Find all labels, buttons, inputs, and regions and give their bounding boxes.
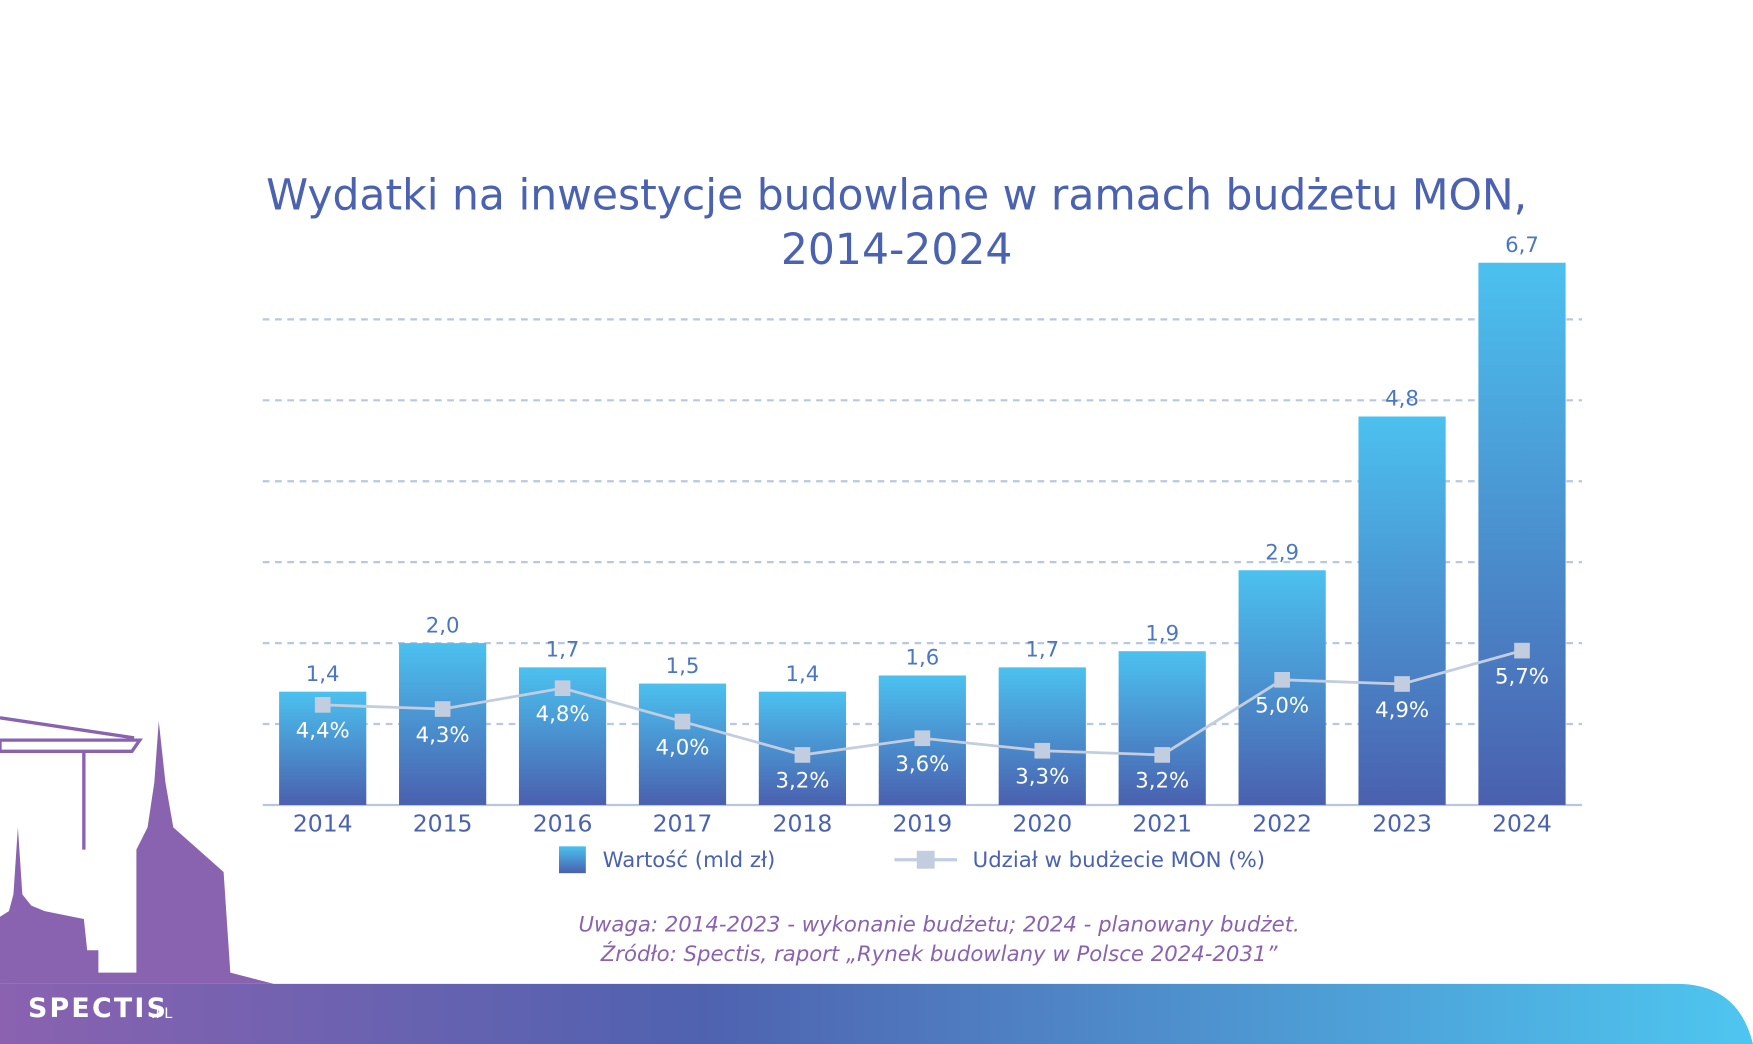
- bar-value-label: 1,6: [905, 646, 939, 671]
- line-marker: [914, 730, 931, 747]
- bar: [998, 667, 1086, 805]
- bar-value-label: 1,4: [786, 662, 820, 687]
- line-value-label: 3,2%: [1135, 769, 1189, 794]
- line-value-label: 4,9%: [1375, 698, 1429, 723]
- bar-value-label: 1,7: [546, 638, 580, 663]
- source: Źródło: Spectis, raport „Rynek budowlany…: [600, 941, 1279, 967]
- canvas: Wydatki na inwestycje budowlane w ramach…: [0, 171, 1753, 1044]
- chart-title: Wydatki na inwestycje budowlane w ramach…: [266, 171, 1527, 220]
- bar: [1118, 651, 1206, 805]
- line-value-label: 5,7%: [1495, 664, 1549, 689]
- line-value-label: 4,3%: [416, 723, 470, 748]
- bar-value-label: 1,5: [666, 654, 700, 679]
- line-marker: [1034, 742, 1051, 759]
- x-tick-label: 2024: [1492, 810, 1552, 838]
- bar-value-label: 2,0: [426, 613, 460, 638]
- line-marker: [1394, 676, 1410, 692]
- line-value-label: 4,4%: [296, 719, 350, 744]
- bar: [1478, 262, 1566, 805]
- line-marker: [674, 713, 691, 730]
- skyline: [0, 716, 274, 984]
- bar-value-label: 1,9: [1145, 621, 1179, 646]
- bar-value-label: 2,9: [1265, 540, 1299, 565]
- bar-value-label: 1,7: [1025, 638, 1059, 663]
- legend-label: Wartość (mld zł): [603, 848, 776, 873]
- bar-value-label: 4,8: [1385, 387, 1419, 412]
- note: Uwaga: 2014-2023 - wykonanie budżetu; 20…: [578, 913, 1299, 938]
- line-value-label: 4,8%: [536, 702, 590, 727]
- bar: [638, 683, 727, 805]
- line-marker: [434, 701, 451, 717]
- footer-band: [0, 983, 1753, 1044]
- line-value-label: 3,3%: [1015, 765, 1069, 790]
- line-marker: [554, 680, 571, 696]
- chart-subtitle: 2014-2024: [781, 226, 1012, 275]
- x-tick-label: 2018: [773, 810, 833, 838]
- bar: [399, 643, 487, 805]
- x-tick-label: 2021: [1132, 810, 1192, 838]
- line-marker: [794, 747, 811, 763]
- legend-label: Udział w budżecie MON (%): [973, 848, 1265, 873]
- x-tick-label: 2020: [1012, 810, 1072, 838]
- x-tick-label: 2019: [892, 810, 952, 838]
- line-value-label: 5,0%: [1255, 694, 1309, 719]
- line-marker: [1514, 642, 1530, 659]
- legend-marker: [916, 850, 935, 869]
- bar-value-label: 6,7: [1505, 233, 1539, 258]
- line-value-label: 3,2%: [775, 769, 829, 794]
- x-tick-label: 2016: [533, 810, 593, 838]
- line-value-label: 3,6%: [895, 752, 949, 777]
- legend-swatch: [559, 846, 586, 874]
- x-tick-label: 2022: [1252, 810, 1312, 838]
- x-tick-label: 2014: [293, 810, 353, 838]
- bar: [1358, 416, 1446, 805]
- line-value-label: 4,0%: [656, 735, 710, 760]
- x-tick-label: 2017: [653, 810, 713, 838]
- logo-suffix: .PL: [151, 1006, 173, 1022]
- logo: SPECTIS: [28, 993, 168, 1024]
- line-marker: [314, 697, 331, 713]
- bar-value-label: 1,4: [306, 662, 340, 687]
- line-marker: [1274, 672, 1290, 688]
- x-tick-label: 2015: [413, 810, 473, 838]
- line-marker: [1154, 747, 1171, 763]
- x-tick-label: 2023: [1372, 810, 1432, 838]
